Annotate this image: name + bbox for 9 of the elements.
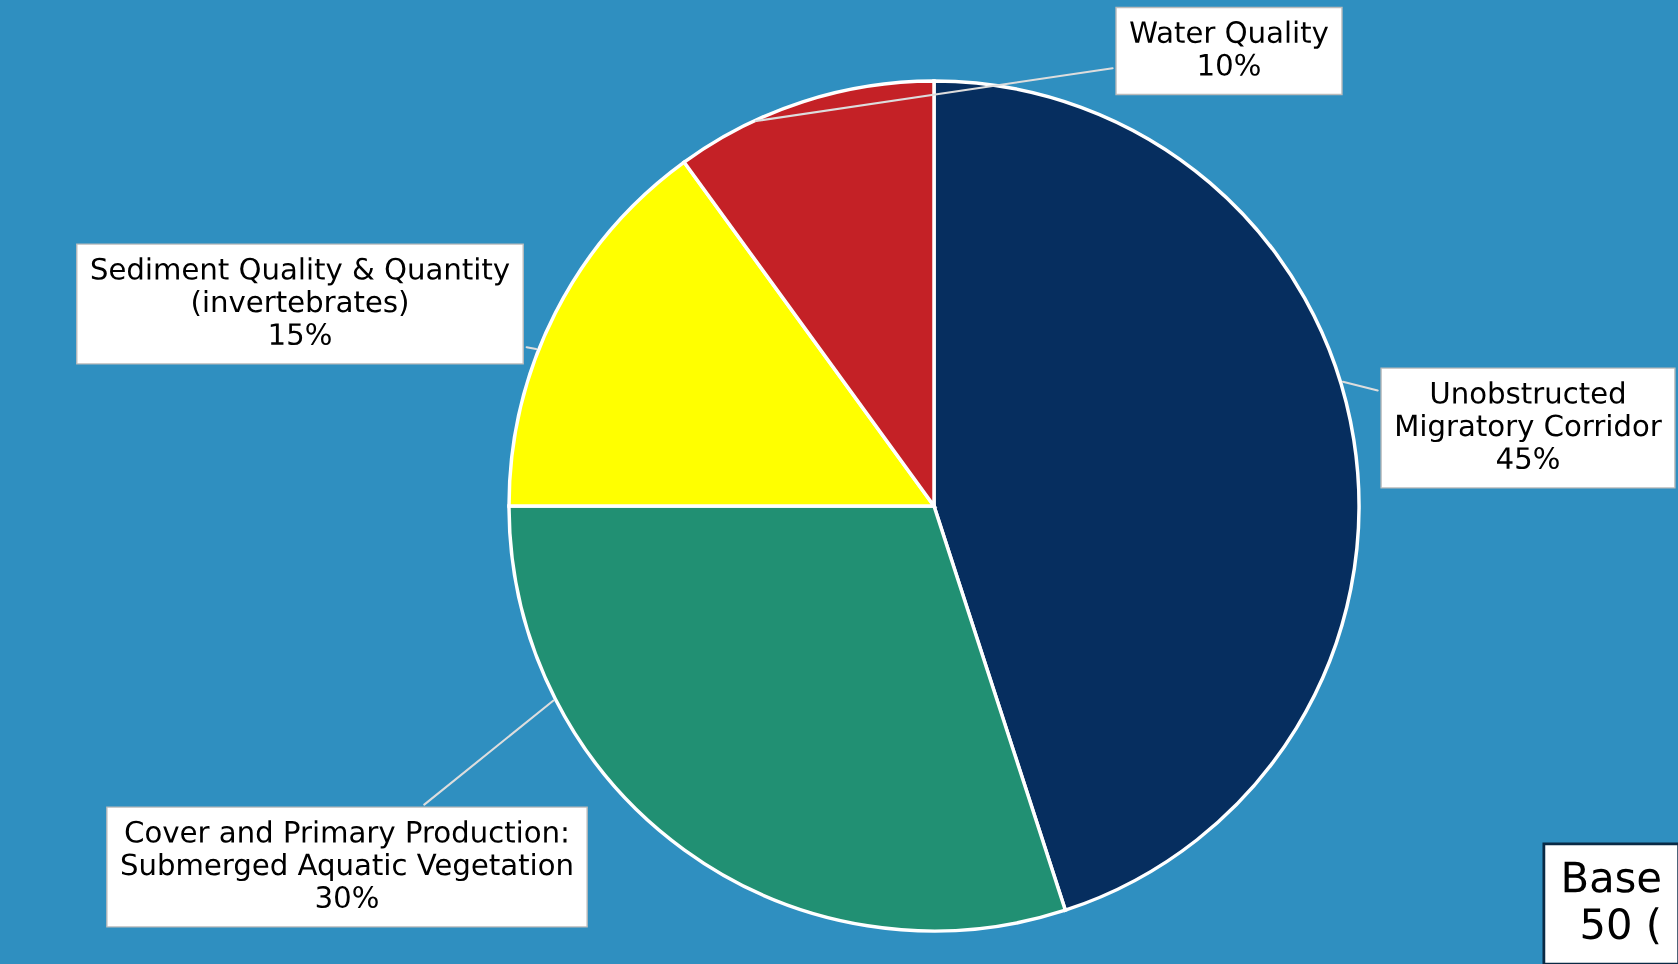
slice-label: Cover and Primary Production: Submerged Aquatic Vegetation bbox=[121, 820, 572, 882]
text: Base 50 ( bbox=[1564, 861, 1660, 945]
data-label: 30% bbox=[316, 886, 378, 909]
data-label: 45% bbox=[1497, 447, 1559, 470]
slice-label: Sediment Quality & Quantity (invertebrates) bbox=[91, 257, 510, 316]
data-label: 15% bbox=[270, 323, 331, 346]
slice-label: Unobstructed Migratory Corridor bbox=[1397, 381, 1662, 443]
data-label: 10% bbox=[1199, 53, 1260, 76]
slice-label: Water Quality bbox=[1130, 20, 1328, 49]
